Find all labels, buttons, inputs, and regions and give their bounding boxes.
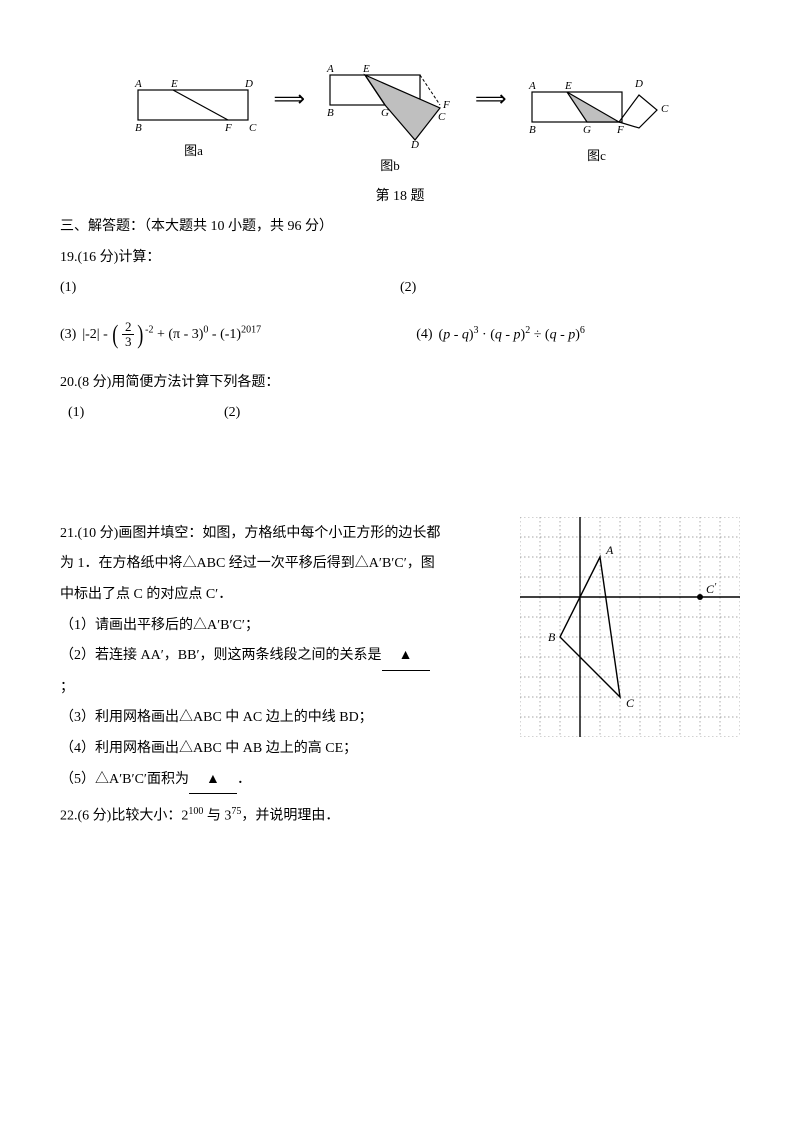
svg-text:B: B: [529, 124, 536, 136]
q20-p1: (1): [60, 400, 224, 427]
svg-text:G: G: [583, 124, 591, 136]
arrow-1: ⟹: [273, 78, 305, 120]
q20-p2: (2): [224, 400, 380, 427]
q19-p1: (1): [60, 275, 400, 302]
svg-text:B: B: [327, 107, 334, 119]
svg-text:A: A: [134, 78, 142, 90]
svg-text:A: A: [605, 543, 614, 557]
q19-row1: (1) (2): [60, 275, 740, 302]
section-3-heading: 三、解答题：（本大题共 10 小题，共 96 分）: [60, 214, 740, 241]
figure-b: A E B G F C D 图b: [315, 60, 465, 179]
fig-a-label: 图a: [184, 139, 203, 164]
q21-item2: （2）若连接 AA′，BB′，则这两条线段之间的关系是▲: [60, 643, 508, 671]
svg-text:F: F: [616, 124, 624, 136]
q21-line3: 中标出了点 C 的对应点 C′．: [60, 582, 508, 609]
q21-item5-c: ．: [237, 772, 251, 787]
arrow-2: ⟹: [475, 78, 507, 120]
svg-text:G: G: [381, 107, 389, 119]
svg-text:E: E: [564, 80, 572, 92]
svg-text:C: C: [249, 122, 257, 134]
q22: 22.(6 分)比较大小：2100 与 375，并说明理由．: [60, 802, 740, 830]
svg-text:C: C: [438, 111, 446, 123]
q21-item5-blank: ▲: [189, 767, 237, 795]
q21-item4: （4）利用网格画出△ABC 中 AB 边上的高 CE；: [60, 736, 508, 763]
svg-text:E: E: [362, 63, 370, 75]
fig-b-label: 图b: [380, 154, 400, 179]
q20-heading: 20.(8 分)用简便方法计算下列各题：: [60, 370, 740, 397]
svg-text:F: F: [442, 99, 450, 111]
svg-text:B: B: [548, 630, 556, 644]
q19-p4-formula: (p - q)3 · (q - p)2 ÷ (q - p)6: [439, 321, 585, 349]
q19-p3-label: (3): [60, 322, 76, 349]
svg-text:D: D: [244, 78, 253, 90]
svg-text:F: F: [224, 122, 232, 134]
svg-text:D: D: [634, 78, 643, 90]
q21-line2: 为 1．在方格纸中将△ABC 经过一次平移后得到△A′B′C′，图: [60, 551, 508, 578]
figure-a: A E D B F C 图a: [123, 75, 263, 164]
q19-p2: (2): [400, 275, 740, 302]
q19-p4-label: (4): [416, 322, 432, 349]
q21-item1: （1）请画出平移后的△A′B′C′；: [60, 613, 508, 640]
svg-text:A: A: [528, 80, 536, 92]
q21-item5-a: （5）△A′B′C′面积为: [60, 772, 189, 787]
q21-line1: 21.(10 分)画图并填空：如图，方格纸中每个小正方形的边长都: [60, 521, 508, 548]
svg-text:D: D: [410, 139, 419, 150]
q21-item3: （3）利用网格画出△ABC 中 AC 边上的中线 BD；: [60, 705, 508, 732]
q21-wrap: 21.(10 分)画图并填空：如图，方格纸中每个小正方形的边长都 为 1．在方格…: [60, 517, 740, 798]
q19-p3-formula: |-2| - (23)-2 + (π - 3)0 - (-1)2017: [82, 320, 261, 350]
svg-text:B: B: [135, 122, 142, 134]
q21-grid: ABCC′: [520, 517, 740, 798]
svg-text:′: ′: [714, 582, 717, 593]
svg-text:A: A: [326, 63, 334, 75]
q21-item2-blank: ▲: [382, 643, 430, 671]
figure-18-caption: 第 18 题: [60, 184, 740, 211]
svg-text:E: E: [170, 78, 178, 90]
q21-item5: （5）△A′B′C′面积为▲．: [60, 767, 508, 795]
figure-c: A E D C B G F 图c: [517, 70, 677, 169]
figure-18-row: A E D B F C 图a ⟹ A E B G F C D 图b ⟹: [60, 60, 740, 179]
q21-item2-tail: ；: [60, 675, 508, 702]
svg-text:C: C: [626, 696, 635, 710]
fig-c-label: 图c: [587, 144, 606, 169]
q20-row: (1) (2): [60, 400, 380, 427]
svg-text:C: C: [661, 103, 669, 115]
q21-item2-a: （2）若连接 AA′，BB′，则这两条线段之间的关系是: [60, 648, 382, 663]
q19-heading: 19.(16 分)计算：: [60, 245, 740, 272]
q19-row2: (3) |-2| - (23)-2 + (π - 3)0 - (-1)2017 …: [60, 320, 740, 350]
